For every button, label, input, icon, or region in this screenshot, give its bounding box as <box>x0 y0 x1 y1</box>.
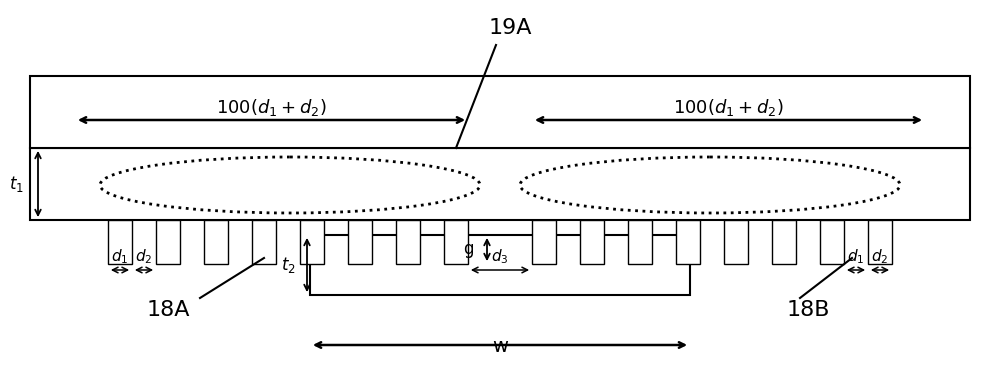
Bar <box>396 220 420 264</box>
Text: 18B: 18B <box>786 300 830 320</box>
Bar <box>156 220 180 264</box>
Text: $d_1$: $d_1$ <box>111 247 129 266</box>
Text: $100(d_1+d_2)$: $100(d_1+d_2)$ <box>673 97 784 118</box>
Bar <box>580 220 604 264</box>
Bar <box>628 220 652 264</box>
Bar <box>772 220 796 264</box>
Text: $d_2$: $d_2$ <box>871 247 889 266</box>
Bar <box>348 220 372 264</box>
Bar <box>820 220 844 264</box>
Text: $100(d_1+d_2)$: $100(d_1+d_2)$ <box>216 97 327 118</box>
Bar <box>868 220 892 264</box>
Text: $t_1$: $t_1$ <box>9 174 24 194</box>
Bar <box>676 220 700 264</box>
Bar <box>532 220 556 264</box>
Bar <box>108 220 132 264</box>
Text: 18A: 18A <box>146 300 190 320</box>
Text: g: g <box>464 241 474 258</box>
Bar <box>30 148 970 220</box>
Bar <box>204 220 228 264</box>
Text: w: w <box>492 337 508 356</box>
Bar <box>724 220 748 264</box>
Text: $t_2$: $t_2$ <box>281 255 296 275</box>
Text: $d_3$: $d_3$ <box>491 247 509 266</box>
Bar <box>252 220 276 264</box>
Bar <box>30 76 970 148</box>
Bar <box>300 220 324 264</box>
Bar <box>310 235 690 295</box>
Bar <box>444 220 468 264</box>
Text: $d_1$: $d_1$ <box>847 247 865 266</box>
Text: 19A: 19A <box>488 18 532 38</box>
Text: $d_2$: $d_2$ <box>135 247 153 266</box>
